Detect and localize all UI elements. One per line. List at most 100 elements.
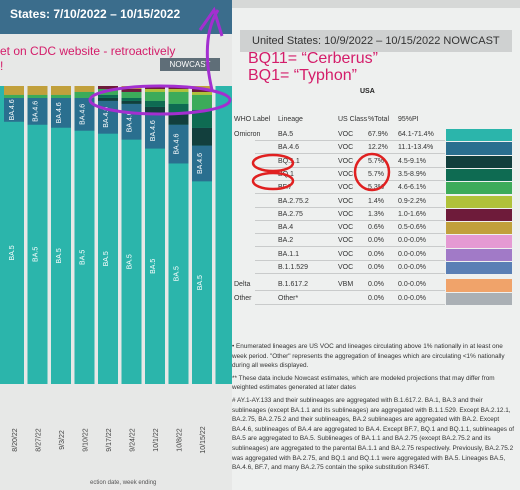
bq1-circle xyxy=(251,171,295,191)
bar-label: BA.4.6 xyxy=(103,107,110,128)
bar-segment xyxy=(27,124,48,385)
header-who-label: WHO Label xyxy=(234,116,271,123)
bar-segment xyxy=(4,94,24,98)
x-tick-label: 9/17/22 xyxy=(106,428,113,451)
table-cell-pi: 4.6-6.1% xyxy=(398,184,427,192)
stacked-bar-chart: BA.5 BA.4.6 8/20/22 BA.5 BA.4.6 8/27/22 BA.5 BA… xyxy=(0,86,232,454)
x-tick-label: 10/8/22 xyxy=(177,428,184,451)
x-tick-label: 8/20/22 xyxy=(12,428,19,451)
table-row-divider xyxy=(255,193,445,195)
percent-circle xyxy=(353,152,391,192)
table-row-divider xyxy=(255,290,445,292)
table-cell-lineage: BA.2.75.2 xyxy=(278,197,309,205)
header-lineage: Lineage xyxy=(278,116,303,123)
table-cell-total: 0.0% xyxy=(368,281,384,289)
bar-segment xyxy=(168,88,189,92)
table-row-divider xyxy=(255,233,445,235)
bar-segment xyxy=(51,97,71,128)
table-cell-class: VOC xyxy=(338,170,354,178)
bar-label: BA.4.6 xyxy=(56,102,63,123)
bar-segment xyxy=(192,88,212,92)
table-row-divider xyxy=(255,140,445,141)
lineage-color-swatch xyxy=(446,248,512,261)
table-cell-pi: 0.5-0.6% xyxy=(398,224,427,232)
table-cell-pi: 64.1-71.4% xyxy=(398,131,434,138)
table-cell-class: VOC xyxy=(338,250,354,258)
lineage-color-swatch xyxy=(446,235,512,248)
table-cell-pi: 1.0-1.6% xyxy=(398,210,427,218)
bar-segment xyxy=(192,94,212,110)
table-cell-class: VOC xyxy=(338,237,354,245)
bar-segment xyxy=(168,112,189,125)
footnote: • Enumerated lineages are US VOC and lin… xyxy=(232,342,518,476)
table-cell-total: 0.0% xyxy=(368,237,384,245)
bar-label: BA.4.6 xyxy=(127,111,134,132)
bar-label: BA.4.6 xyxy=(197,153,204,174)
bar-label: BA.5 xyxy=(33,247,40,262)
bq11-circle xyxy=(251,153,295,173)
table-cell-class: VOC xyxy=(338,184,354,192)
bar-segment xyxy=(74,97,95,131)
table-row-divider xyxy=(255,246,445,248)
lineage-color-swatch xyxy=(446,195,512,208)
bar-segment xyxy=(74,130,95,384)
table-cell-total: 5.7% xyxy=(368,170,384,178)
right-panel-title: United States: 10/9/2022 – 10/15/2022 NO… xyxy=(252,35,500,47)
x-axis-caption: ection date, week ending xyxy=(90,480,157,486)
bar-segment xyxy=(98,86,118,89)
bar-label: BA.4.6 xyxy=(150,120,157,141)
table-row-divider xyxy=(255,153,445,155)
table-row-divider xyxy=(255,166,445,168)
left-chart-panel: BA.5 BA.4.6 8/20/22 BA.5 BA.4.6 8/27/22 BA.5 BA… xyxy=(0,0,232,490)
bar-label: BA.4.6 xyxy=(33,101,40,122)
bar-segment xyxy=(168,124,189,164)
table-cell-pi: 11.1-13.4% xyxy=(398,144,434,152)
table-cell-lineage: Other* xyxy=(278,294,299,302)
bar-segment xyxy=(168,163,189,384)
bar-label: BA.4.6 xyxy=(174,133,181,154)
bar-segment xyxy=(192,145,212,182)
table-cell-lineage: BA.2 xyxy=(278,237,294,245)
bar-segment xyxy=(74,86,95,92)
footnote-para: # AY.1-AY.133 and their sublineages are … xyxy=(232,396,515,472)
bar-segment xyxy=(98,133,118,384)
bar-segment xyxy=(145,91,165,101)
lineage-color-swatch xyxy=(446,129,512,142)
bar-segment xyxy=(192,127,212,146)
bar-segment xyxy=(51,86,71,95)
table-cell-total: 12.2% xyxy=(368,144,388,152)
bar-label: BA.5 xyxy=(80,250,87,265)
table-cell-total: 5.3% xyxy=(368,184,384,192)
cerberus-annotation: BQ11= “Cerberus” xyxy=(248,50,378,67)
bar-segment xyxy=(98,94,118,98)
bq-columns-circle xyxy=(88,84,232,116)
table-cell-class: VOC xyxy=(338,131,354,138)
bar-segment xyxy=(121,97,142,101)
footnote-para: • Enumerated lineages are US VOC and lin… xyxy=(232,343,505,370)
header-us-class: US Class xyxy=(338,116,368,123)
bar-label: BA.5 xyxy=(150,259,157,274)
table-cell-lineage: BA.4.6 xyxy=(278,144,300,152)
table-cell-total: 5.7% xyxy=(368,157,384,165)
table-cell-total: 0.6% xyxy=(368,224,384,232)
table-cell-class: VOC xyxy=(338,264,354,271)
table-cell-class: VBM xyxy=(338,281,354,289)
bar-segment xyxy=(51,94,71,98)
left-panel-title: States: 7/10/2022 – 10/15/2022 xyxy=(10,7,181,21)
bar-segment xyxy=(98,97,118,101)
lineage-color-swatch xyxy=(446,279,512,292)
x-tick-label: 10/15/22 xyxy=(200,426,207,453)
bar-segment xyxy=(27,86,48,95)
table-cell-lineage: BA.5 xyxy=(278,131,294,138)
table-cell-pi: 0.0-0.0% xyxy=(398,264,427,271)
table-cell-class: VOC xyxy=(338,144,354,152)
table-cell-lineage: BA.2.75 xyxy=(278,210,303,218)
cdc-note-line1: et on CDC website - retroactively xyxy=(0,44,176,58)
bar-segment xyxy=(168,103,189,113)
table-row-divider xyxy=(255,259,445,261)
lineage-color-swatch xyxy=(446,208,512,222)
table-row-divider xyxy=(255,179,445,181)
lineage-color-swatch xyxy=(446,155,512,168)
left-panel-header xyxy=(0,0,232,34)
bar-segment xyxy=(121,139,142,384)
